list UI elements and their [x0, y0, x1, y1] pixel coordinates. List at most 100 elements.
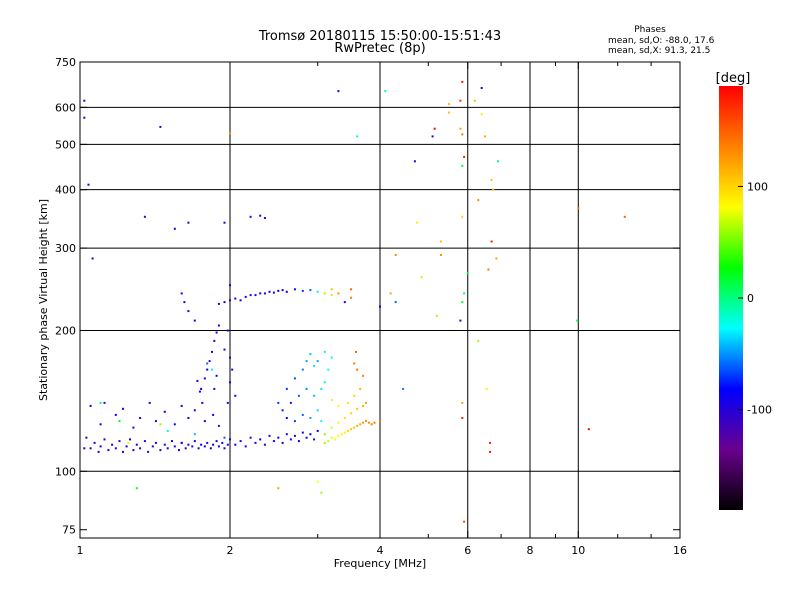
colorbar-tick-label: 100 [747, 180, 768, 193]
data-point [347, 401, 349, 404]
data-point [215, 440, 218, 443]
y-tick-label: 300 [55, 242, 76, 255]
data-point [193, 319, 196, 322]
data-point [272, 440, 275, 443]
data-point [223, 301, 226, 304]
data-point [489, 441, 491, 444]
data-point [389, 292, 392, 295]
data-point [234, 443, 237, 446]
data-point [337, 292, 340, 295]
data-point [461, 417, 464, 419]
data-point [122, 407, 124, 410]
data-point [490, 240, 493, 243]
data-point [316, 429, 319, 432]
x-tick-label: 6 [464, 544, 471, 557]
data-point [285, 417, 288, 419]
data-point [477, 199, 480, 202]
data-point [337, 434, 340, 437]
data-point [226, 329, 229, 332]
data-point [447, 111, 450, 114]
data-point [379, 420, 381, 423]
data-point [103, 401, 106, 404]
data-point [497, 160, 499, 163]
data-point [309, 353, 312, 356]
data-point [330, 294, 333, 297]
data-point [353, 426, 356, 429]
data-point [350, 288, 353, 291]
data-point [89, 404, 92, 407]
data-point [439, 254, 442, 256]
data-point [83, 116, 86, 119]
data-point [413, 160, 416, 163]
data-point [97, 450, 100, 453]
data-point [281, 409, 284, 412]
data-point [323, 381, 326, 384]
colorbar-label: [deg] [716, 71, 751, 86]
data-point [492, 188, 495, 191]
data-point [163, 443, 166, 446]
data-point [459, 127, 462, 130]
data-point [461, 80, 464, 83]
data-point [154, 441, 157, 444]
data-point [477, 339, 480, 342]
data-point [343, 301, 346, 304]
phases-stats-heading: Phases [634, 25, 666, 35]
data-point [229, 438, 231, 441]
y-axis-label: Stationary phase Virtual Height [km] [37, 199, 50, 401]
data-point [193, 440, 196, 443]
data-point [135, 443, 138, 446]
data-point [127, 441, 130, 444]
data-point [139, 417, 142, 419]
data-point [320, 491, 323, 494]
data-point [337, 421, 340, 424]
data-point [229, 299, 231, 302]
data-point [461, 301, 464, 304]
data-point [301, 431, 304, 434]
y-tick-label: 75 [62, 524, 76, 537]
x-tick-label: 4 [377, 544, 384, 557]
x-tick-label: 2 [227, 544, 234, 557]
data-point [347, 429, 349, 432]
data-point [485, 387, 488, 390]
data-point [320, 387, 323, 390]
data-point [309, 289, 312, 292]
data-point [323, 433, 326, 436]
data-point [254, 441, 257, 444]
data-point [99, 445, 102, 448]
data-point [343, 417, 346, 419]
data-point [379, 305, 381, 308]
data-point [229, 284, 231, 287]
data-point [211, 368, 213, 371]
data-point [323, 350, 326, 353]
data-point [212, 413, 215, 416]
data-point [143, 215, 146, 218]
data-point [118, 440, 121, 443]
data-point [289, 438, 292, 441]
data-point [249, 294, 252, 297]
chart-title-line-2: RwPretec (8p) [334, 41, 425, 56]
data-point [171, 440, 173, 443]
data-point [93, 441, 96, 444]
data-point [356, 135, 359, 138]
data-point [461, 215, 464, 218]
data-point [447, 103, 450, 105]
data-point [129, 438, 131, 441]
data-point [229, 132, 231, 135]
data-point [221, 441, 224, 444]
data-point [198, 390, 201, 393]
data-point [178, 449, 180, 452]
data-point [330, 399, 333, 401]
data-point [239, 299, 242, 302]
x-tick-label: 1 [77, 544, 84, 557]
data-point [201, 401, 204, 404]
data-point [268, 434, 271, 437]
data-point [259, 438, 262, 441]
data-point [217, 445, 220, 448]
data-point [297, 394, 300, 397]
data-point [316, 409, 319, 412]
data-point [215, 374, 218, 377]
data-point [327, 368, 330, 371]
data-point [277, 401, 280, 404]
data-point [187, 310, 190, 313]
chart-title-line-1: Tromsø 20180115 15:50:00-15:51:43 [258, 29, 501, 44]
